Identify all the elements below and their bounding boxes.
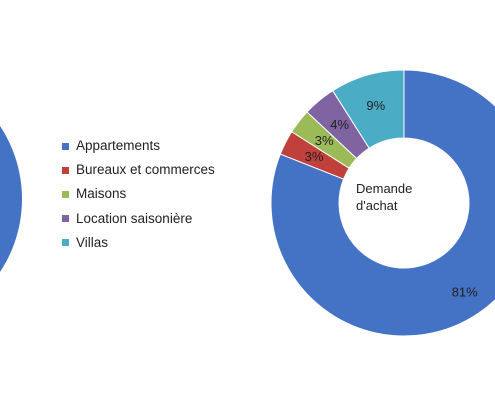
data-label: 9% (366, 98, 385, 113)
legend-item-bureaux[interactable]: Bureaux et commerces (62, 158, 215, 182)
legend-swatch (62, 166, 69, 174)
doughnut-center-label: Demande d'achat (356, 181, 413, 213)
doughnut-slice-appartements[interactable] (270, 69, 495, 337)
data-label: 3% (305, 149, 324, 164)
legend-label: Appartements (76, 138, 161, 153)
legend-label: Location saisonière (76, 210, 193, 226)
data-label: 4% (330, 117, 349, 132)
doughnut-chart (270, 69, 495, 337)
legend-swatch (62, 215, 69, 223)
legend-label: Bureaux et commerces (76, 162, 215, 178)
data-label: 81% (452, 284, 478, 299)
data-label: 3% (315, 133, 334, 148)
legend-item-appartements[interactable]: Appartements (62, 134, 215, 158)
left-pie-slice-appartements[interactable] (0, 67, 22, 331)
doughnut-slice-villas[interactable] (332, 69, 405, 149)
legend-swatch (62, 239, 69, 247)
legend: Appartements Bureaux et commerces Maison… (62, 134, 215, 255)
legend-item-villas[interactable]: Villas (62, 231, 215, 255)
data-labels: 81%3%3%4%9% (305, 98, 479, 299)
legend-item-maisons[interactable]: Maisons (62, 182, 215, 206)
legend-item-location[interactable]: Location saisonière (62, 207, 215, 231)
legend-label: Maisons (76, 186, 127, 202)
legend-swatch (62, 142, 69, 150)
left-pie-chart (0, 67, 22, 331)
legend-swatch (62, 191, 69, 198)
legend-label: Villas (76, 234, 109, 250)
